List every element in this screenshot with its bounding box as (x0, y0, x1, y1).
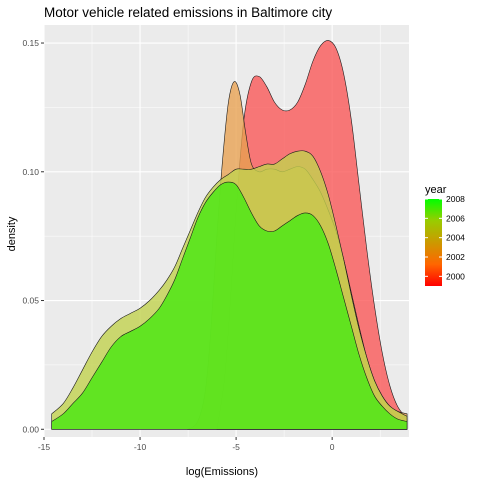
x-axis-ticks: -15 -10 -5 0 (38, 437, 335, 452)
density-area-2008 (51, 181, 408, 430)
x-tick-label: -10 (134, 442, 147, 452)
legend-label: 2002 (446, 252, 465, 262)
legend: year 2008 2006 2004 2002 2000 (425, 184, 465, 286)
legend-colorbar (425, 199, 442, 286)
y-tick-label: 0.15 (22, 38, 39, 48)
legend-title: year (425, 184, 447, 196)
y-tick-label: 0.00 (22, 424, 39, 434)
y-axis-title: density (6, 216, 18, 251)
x-tick-label: 0 (330, 442, 335, 452)
y-tick-label: 0.05 (22, 296, 39, 306)
chart-title: Motor vehicle related emissions in Balti… (44, 5, 332, 20)
y-axis-ticks: 0.00 0.05 0.10 0.15 (22, 38, 44, 434)
density-areas (51, 40, 408, 430)
legend-label: 2000 (446, 271, 465, 281)
legend-label: 2008 (446, 194, 465, 204)
x-tick-label: -15 (38, 442, 51, 452)
legend-ticks: 2008 2006 2004 2002 2000 (425, 194, 465, 281)
y-tick-label: 0.10 (22, 167, 39, 177)
legend-label: 2006 (446, 213, 465, 223)
legend-label: 2004 (446, 233, 465, 243)
x-tick-label: -5 (232, 442, 240, 452)
x-axis-title: log(Emissions) (186, 466, 258, 478)
